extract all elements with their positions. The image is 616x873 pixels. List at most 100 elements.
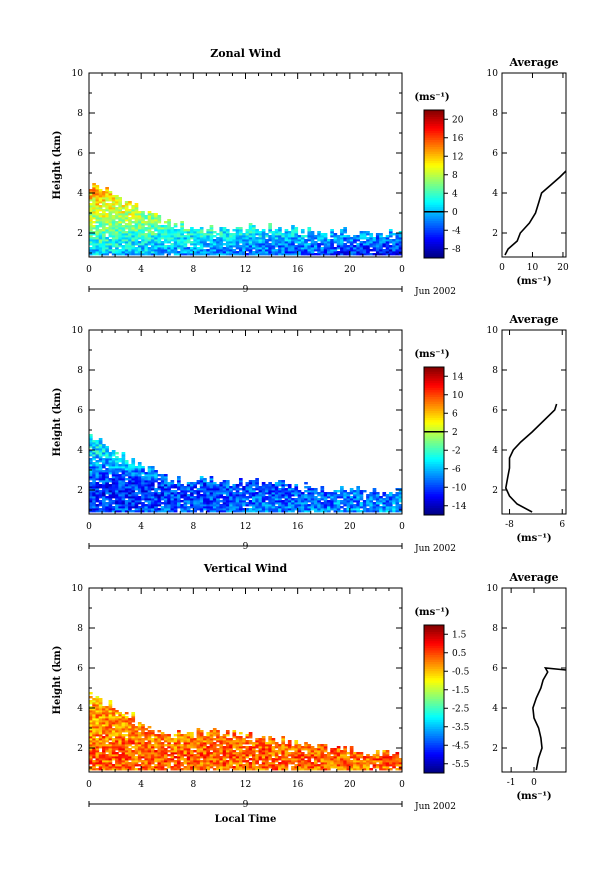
heatmap-cell <box>157 744 162 747</box>
heatmap-cell <box>294 750 299 753</box>
heatmap-cell <box>199 484 204 487</box>
heatmap-cell <box>346 496 351 499</box>
heatmap-cell <box>98 474 103 477</box>
heatmap-cell <box>199 736 204 739</box>
heatmap-cell <box>356 752 361 755</box>
heatmap-cell <box>284 762 289 765</box>
heatmap-cell <box>343 490 347 493</box>
heatmap-cell <box>108 724 113 727</box>
heatmap-cell <box>108 221 113 224</box>
heatmap-cell <box>134 492 139 495</box>
heatmap-cell <box>137 748 142 751</box>
heatmap-cell <box>385 243 390 246</box>
heatmap-cell <box>323 245 328 248</box>
heatmap-cell <box>242 239 246 242</box>
heatmap-cell <box>95 764 100 767</box>
heatmap-cell <box>252 756 256 759</box>
heatmap-cell <box>388 500 393 503</box>
heatmap-cell <box>124 241 129 244</box>
heatmap-cell <box>229 245 233 248</box>
heatmap-cell <box>395 758 400 761</box>
heatmap-cell <box>330 752 334 755</box>
heatmap-cell <box>115 199 119 202</box>
heatmap-cell <box>245 239 250 242</box>
heatmap-cell <box>144 498 149 501</box>
heatmap-cell <box>141 744 145 747</box>
heatmap-cell <box>157 766 162 769</box>
heatmap-cell <box>89 454 93 457</box>
heatmap-cell <box>252 748 256 751</box>
heatmap-cell <box>291 241 295 244</box>
heatmap-cell <box>203 482 207 485</box>
heatmap-cell <box>102 758 106 761</box>
heatmap-cell <box>255 742 259 745</box>
heatmap-cell <box>134 468 139 471</box>
heatmap-cell <box>225 235 230 238</box>
colorbar-segment <box>424 128 444 132</box>
heatmap-cell <box>203 752 207 755</box>
heatmap-cell <box>89 444 93 447</box>
heatmap-cell <box>395 245 400 248</box>
heatmap-cell <box>121 227 126 230</box>
heatmap-cell <box>300 748 305 751</box>
heatmap-cell <box>258 758 263 761</box>
heatmap-cell <box>144 253 149 256</box>
heatmap-cell <box>167 742 171 745</box>
heatmap-cell <box>170 500 175 503</box>
heatmap-cell <box>199 738 204 741</box>
heatmap-cell <box>154 247 158 250</box>
heatmap-cell <box>160 762 165 765</box>
heatmap-cell <box>222 742 227 745</box>
heatmap-cell <box>388 241 393 244</box>
heatmap-cell <box>173 742 178 745</box>
heatmap-cell <box>196 762 201 765</box>
heatmap-cell <box>388 756 393 759</box>
heatmap-cell <box>313 756 318 759</box>
heatmap-cell <box>157 221 162 224</box>
heatmap-cell <box>102 768 106 771</box>
heatmap-cell <box>108 500 113 503</box>
heatmap-cell <box>131 734 136 737</box>
heatmap-cell <box>229 744 233 747</box>
heatmap-cell <box>206 231 211 234</box>
heatmap-cell <box>222 756 227 759</box>
heatmap-cell <box>160 738 165 741</box>
heatmap-cell <box>111 480 116 483</box>
heatmap-cell <box>183 750 188 753</box>
heatmap-cell <box>183 229 188 232</box>
heatmap-cell <box>343 768 347 771</box>
heatmap-cell <box>134 233 139 236</box>
colorbar-segment <box>424 404 444 407</box>
heatmap-cell <box>278 251 282 254</box>
heatmap-cell <box>310 502 315 505</box>
heatmap-cell <box>157 245 162 248</box>
heatmap-cell <box>157 488 162 491</box>
heatmap-cell <box>115 251 119 254</box>
heatmap-cell <box>392 766 396 769</box>
heatmap-cell <box>131 486 136 489</box>
heatmap-cell <box>242 510 246 513</box>
heatmap-cell <box>330 760 334 763</box>
heatmap-cell <box>173 235 178 238</box>
heatmap-cell <box>131 229 136 232</box>
heatmap-cell <box>238 484 243 487</box>
heatmap-cell <box>95 215 100 218</box>
heatmap-cell <box>102 754 106 757</box>
heatmap-cell <box>343 229 347 232</box>
colorbar-segment <box>424 627 444 631</box>
heatmap-cell <box>317 752 321 755</box>
heatmap-cell <box>300 768 305 771</box>
heatmap-cell <box>320 504 325 507</box>
heatmap-cell <box>206 502 211 505</box>
heatmap-cell <box>304 243 308 246</box>
heatmap-cell <box>89 752 93 755</box>
heatmap-cell <box>369 510 374 513</box>
heatmap-cell <box>98 502 103 505</box>
heatmap-cell <box>147 233 152 236</box>
heatmap-cell <box>372 504 377 507</box>
heatmap-cell <box>102 728 106 731</box>
colorbar-tick-label: 2 <box>452 428 458 438</box>
heatmap-cell <box>124 492 129 495</box>
heatmap-cell <box>121 762 126 765</box>
heatmap-cell <box>219 227 224 230</box>
